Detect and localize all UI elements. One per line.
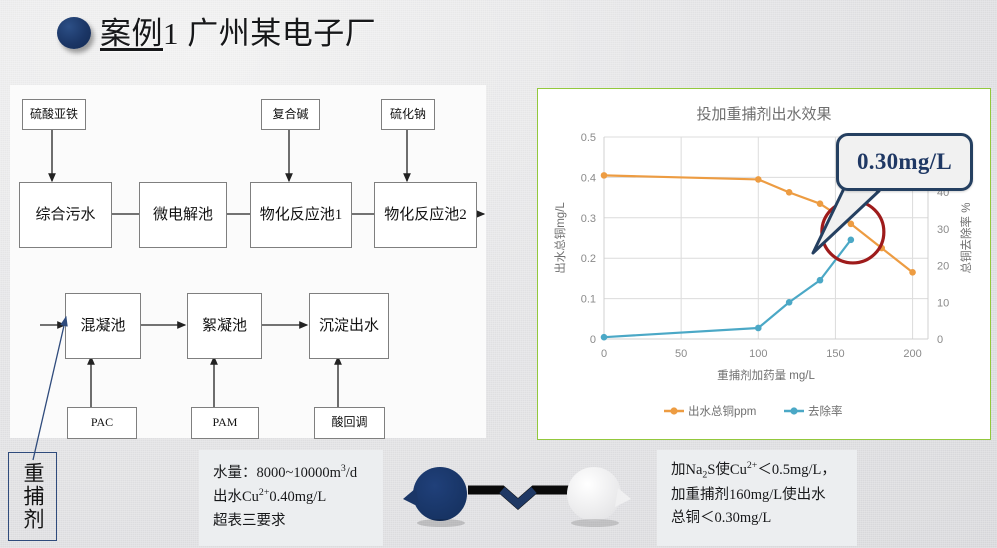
summary-text: 0.40mg/L [269,489,327,506]
flow-box-label: 硫酸亚铁 [29,106,78,121]
svg-text:200: 200 [903,348,921,360]
svg-text:20: 20 [937,261,949,273]
callout-value: 0.30mg/L [856,149,953,174]
svg-text:总铜去除率 %: 总铜去除率 % [959,203,973,274]
recapture-agent-box: 重捕剂 [8,452,57,541]
flow-box-pam: PAM [191,407,259,439]
flow-box-compound-alkali: 复合碱 [261,99,320,130]
slide-title-bar: 案例1 广州某电子厂 [0,6,997,58]
svg-text:0.4: 0.4 [581,172,596,184]
summary-box-right: 加Na2S使Cu2+＜0.5mg/L， 加重捕剂160mg/L使出水 总铜＜0.… [657,450,857,546]
summary-sup: 2+ [258,487,270,499]
svg-text:出水总铜mg/L: 出水总铜mg/L [553,202,567,274]
flow-box-label: 物化反应池1 [259,206,343,223]
speech-bubble-white [567,467,631,527]
summary-text: S使Cu [707,461,747,478]
flow-box-label: 微电解池 [152,206,213,223]
recapture-agent-label: 重捕剂 [21,462,45,531]
svg-text:10: 10 [937,297,949,309]
summary-text: 出水Cu [213,489,259,506]
flow-box-micro-electrolysis-tank: 微电解池 [139,182,227,248]
flow-box-label: PAM [212,415,238,430]
flow-box-physicochemical-reactor-2: 物化反应池2 [374,182,477,248]
svg-text:50: 50 [675,348,687,360]
chart-title: 投加重捕剂出水效果 [696,106,832,123]
flow-box-label: 综合污水 [35,206,96,223]
summary-line: 总铜＜0.30mg/L [657,507,857,530]
svg-text:0: 0 [601,348,607,360]
flow-box-label: PAC [90,415,114,430]
bullet-icon [57,17,91,49]
page-title-rest: 1 广州某电子厂 [163,16,377,51]
summary-sup: 2+ [746,460,758,471]
flow-box-label: 沉淀出水 [318,317,379,334]
flow-box-coagulation-tank: 混凝池 [65,293,141,359]
summary-text: 水量：8000~10000m [213,464,341,481]
speech-bubble-navy [403,467,467,527]
page-title-underlined: 案例 [100,16,163,51]
flow-box-acid-readjust: 酸回调 [314,407,385,439]
callout-box: 0.30mg/L [836,133,973,191]
flow-box-sodium-sulfide: 硫化钠 [381,99,435,130]
summary-line: 加Na2S使Cu2+＜0.5mg/L， [657,450,857,484]
recapture-agent-arrow [32,315,68,461]
flow-box-label: 硫化钠 [389,106,426,121]
summary-text: ＜0.5mg/L， [757,461,836,478]
svg-text:30: 30 [937,224,949,236]
flow-box-physicochemical-reactor-1: 物化反应池1 [250,182,352,248]
page-title: 案例1 广州某电子厂 [100,8,376,53]
process-flow-diagram: 硫酸亚铁 复合碱 硫化钠 综合污水 微电解池 物化反应池1 物化反应池2 混凝池… [10,85,486,439]
flow-box-sedimentation-effluent: 沉淀出水 [309,293,389,359]
flow-connectors [40,128,486,407]
summary-line: 出水Cu2+0.40mg/L [199,485,383,509]
svg-text:0.1: 0.1 [581,294,596,306]
summary-line: 超表三要求 [199,510,383,533]
summary-text: 超表三要求 [213,512,286,529]
svg-text:0.3: 0.3 [581,213,596,225]
summary-text: /d [345,464,358,481]
flow-box-flocculation-tank: 絮凝池 [187,293,262,359]
flow-box-label: 混凝池 [80,317,126,334]
flow-box-comprehensive-wastewater: 综合污水 [19,182,112,248]
summary-sub: 2 [702,469,708,481]
summary-line: 水量：8000~10000m3/d [199,450,383,485]
svg-text:0: 0 [937,334,943,346]
summary-text: 总铜＜0.30mg/L [671,510,772,527]
flow-box-ferrous-sulfate: 硫酸亚铁 [22,99,86,130]
svg-text:0: 0 [590,334,596,346]
svg-text:去除率: 去除率 [808,404,843,418]
summary-sup: 3 [340,463,346,474]
svg-text:100: 100 [749,348,767,360]
chart-callout: 0.30mg/L [811,133,973,255]
summary-text: 加Na [671,461,703,478]
summary-text: 加重捕剂160mg/L使出水 [671,486,826,503]
flow-box-label: 物化反应池2 [384,206,467,223]
flow-box-label: 絮凝池 [201,317,247,334]
zigzag-arrow [468,485,570,510]
svg-text:150: 150 [826,348,844,360]
svg-text:0.5: 0.5 [581,132,596,144]
svg-text:重捕剂加药量 mg/L: 重捕剂加药量 mg/L [717,368,815,382]
svg-text:0.2: 0.2 [581,253,596,265]
flow-box-label: 酸回调 [331,415,368,430]
summary-line: 加重捕剂160mg/L使出水 [657,484,857,507]
summary-box-left: 水量：8000~10000m3/d 出水Cu2+0.40mg/L 超表三要求 [199,450,383,546]
flow-box-pac: PAC [67,407,137,439]
svg-text:出水总铜ppm: 出水总铜ppm [688,404,756,418]
flow-box-label: 复合碱 [272,106,309,121]
